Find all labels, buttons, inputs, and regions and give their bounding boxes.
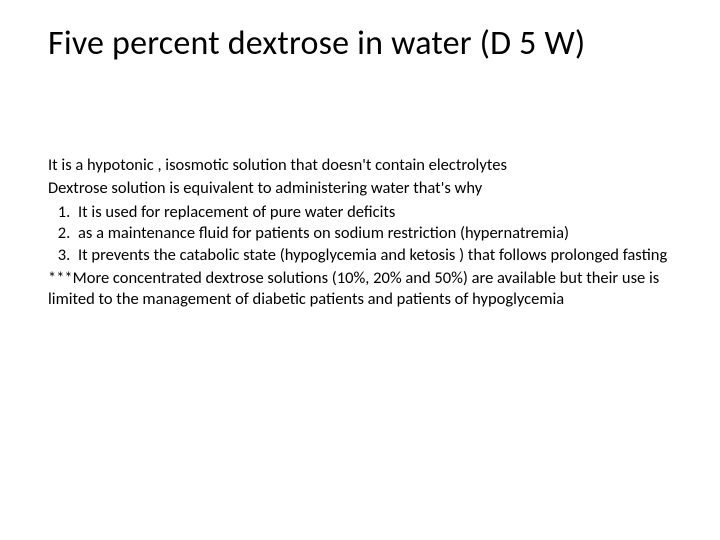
list-item: as a maintenance fluid for patients on s… bbox=[74, 223, 672, 244]
list-item: It prevents the catabolic state (hypogly… bbox=[74, 245, 672, 266]
slide-title: Five percent dextrose in water (D 5 W) bbox=[48, 24, 672, 65]
list-item: It is used for replacement of pure water… bbox=[74, 202, 672, 223]
numbered-list: It is used for replacement of pure water… bbox=[48, 202, 672, 266]
footnote: ***More concentrated dextrose solutions … bbox=[48, 268, 672, 311]
slide-body: It is a hypotonic , isosmotic solution t… bbox=[48, 155, 672, 311]
slide-container: Five percent dextrose in water (D 5 W) I… bbox=[0, 0, 720, 540]
intro-line-2: Dextrose solution is equivalent to admin… bbox=[48, 178, 672, 199]
intro-line-1: It is a hypotonic , isosmotic solution t… bbox=[48, 155, 672, 176]
